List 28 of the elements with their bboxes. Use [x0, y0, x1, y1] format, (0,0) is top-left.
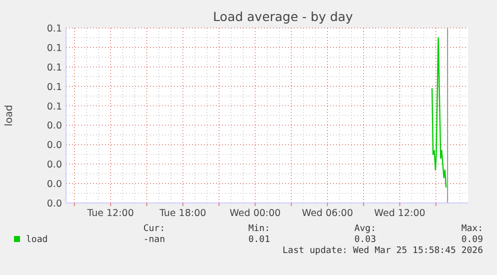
y-axis-title: load	[4, 104, 15, 126]
text: Max:	[461, 224, 483, 234]
text: 0.03	[354, 235, 376, 245]
text: -nan	[143, 235, 165, 245]
chart-title: Load average - by day	[213, 9, 354, 24]
text: Min:	[248, 224, 270, 234]
y-tick-label: 0.1	[46, 24, 62, 34]
x-tick-label: Tue 12:00	[86, 208, 134, 219]
y-tick-label: 0.0	[46, 179, 62, 190]
y-tick-label: 0.1	[46, 82, 62, 93]
y-tick-label: 0.1	[46, 62, 62, 74]
legend-label: load	[26, 235, 48, 245]
text: 0.01	[248, 235, 270, 245]
y-tick-label: 0.0	[46, 160, 62, 171]
text: Last update: Wed Mar 25 15:58:45 2026	[282, 246, 483, 256]
x-tick-label: Wed 12:00	[374, 208, 426, 219]
text: Cur:	[143, 224, 165, 234]
y-tick-label: 0.0	[46, 198, 62, 210]
y-tick-label: 0.0	[46, 140, 62, 152]
x-tick-label: Tue 18:00	[158, 208, 206, 219]
line-series	[431, 37, 447, 188]
text: 0.09	[461, 235, 483, 245]
y-tick-label: 0.0	[46, 120, 62, 132]
x-tick-label: Wed 06:00	[302, 208, 353, 219]
y-tick-label: 0.1	[46, 101, 62, 112]
text: Avg:	[354, 224, 376, 234]
y-tick-label: 0.1	[46, 42, 62, 54]
x-tick-label: Wed 00:00	[230, 208, 281, 219]
